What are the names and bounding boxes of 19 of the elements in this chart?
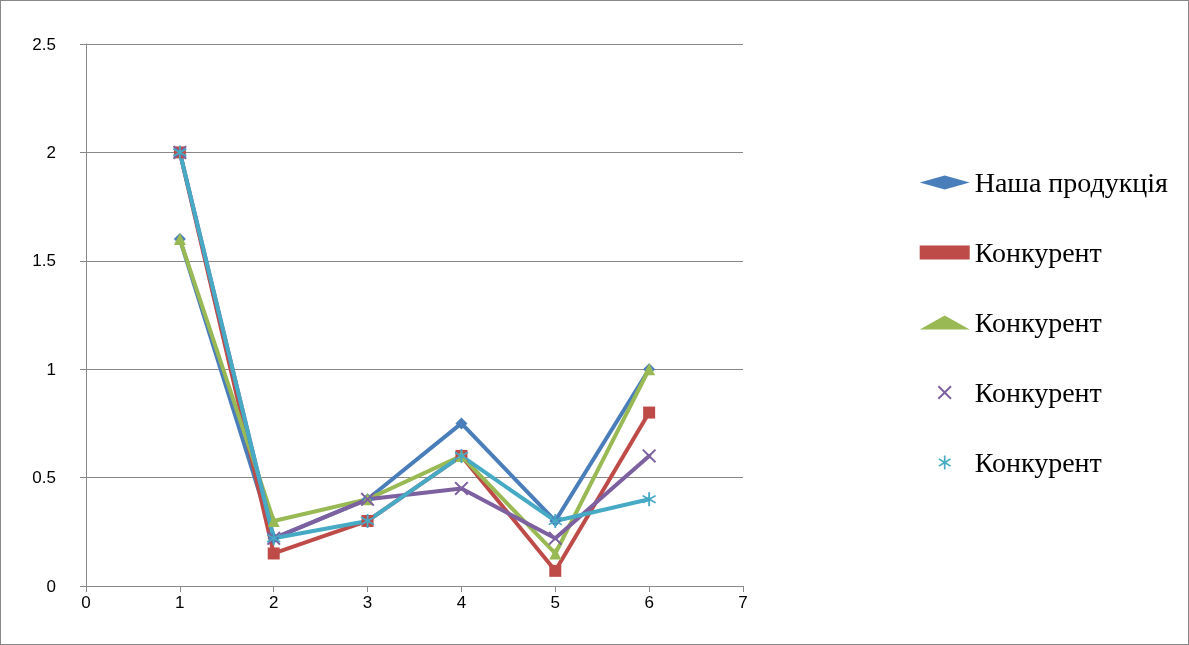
y-tick-label: 0: [46, 576, 56, 596]
y-tick-label: 0.5: [32, 468, 56, 488]
legend-label: Конкурент: [974, 377, 1102, 408]
y-tick-label: 1: [46, 359, 56, 379]
x-tick-label: 1: [175, 593, 185, 612]
x-tick-label: 2: [268, 593, 279, 612]
legend-label: Конкурент: [974, 237, 1102, 268]
x-tick-label: 4: [456, 593, 467, 612]
legend-label: Наша продукція: [974, 167, 1169, 198]
x-tick-label: 6: [644, 593, 654, 612]
y-tick-label: 1.5: [32, 251, 56, 271]
x-tick-label: 0: [81, 593, 91, 612]
x-tick-label: 5: [550, 593, 561, 612]
x-tick-label: 3: [362, 593, 373, 612]
legend-label: Конкурент: [974, 307, 1102, 338]
legend-label: Конкурент: [974, 447, 1102, 478]
y-tick-label: 2.5: [32, 34, 56, 54]
y-tick-label: 2: [46, 142, 56, 162]
x-tick-label: 7: [738, 593, 748, 612]
